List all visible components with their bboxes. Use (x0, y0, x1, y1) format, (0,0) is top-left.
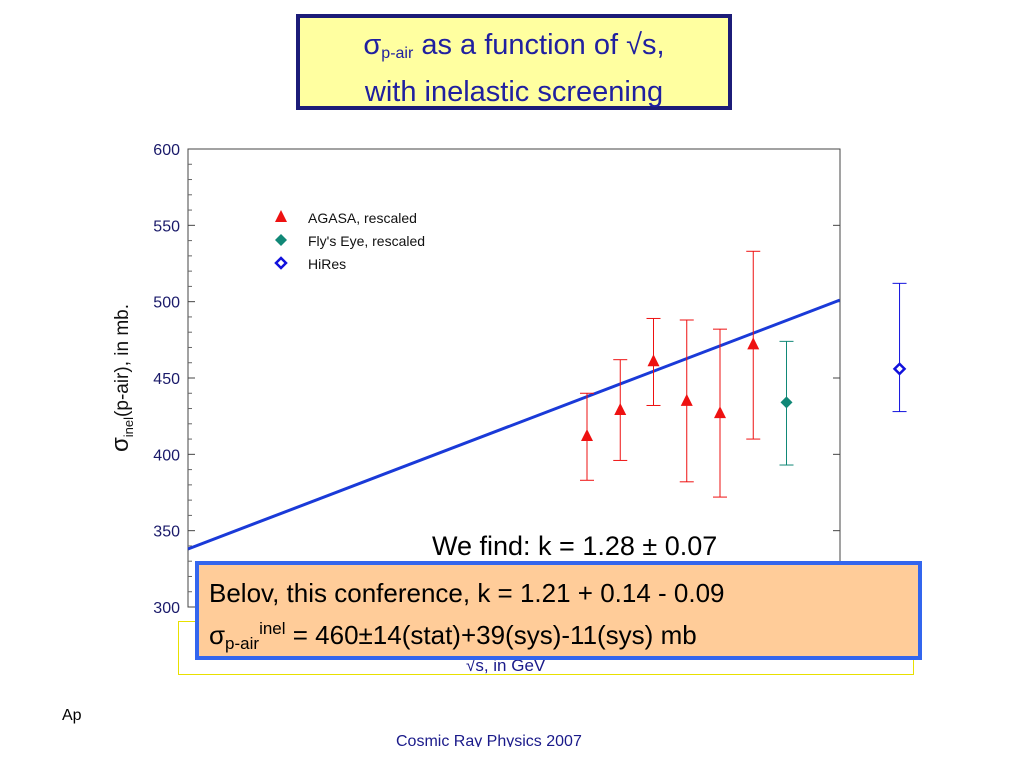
y-tick-label: 600 (153, 142, 180, 159)
belov-result-box: Belov, this conference, k = 1.21 + 0.14 … (195, 561, 922, 660)
belov-value-text: = 460±14(stat)+39(sys)-11(sys) mb (285, 620, 697, 650)
belov-line-1: Belov, this conference, k = 1.21 + 0.14 … (209, 578, 725, 608)
data-point (714, 406, 726, 419)
y-tick-label: 550 (153, 218, 180, 235)
x-axis-label: √s, in GeV (466, 656, 546, 675)
sqrt-symbol: √ (626, 29, 643, 61)
title-line-1: σp-air as a function of √s, (300, 26, 728, 73)
y-tick-label: 300 (153, 600, 180, 617)
y-tick-label: 450 (153, 371, 180, 388)
footer-left-text: Ap (62, 707, 82, 724)
data-point (780, 396, 793, 409)
belov-superscript: inel (259, 619, 286, 638)
belov-subscript: p-air (225, 634, 260, 653)
data-point (747, 337, 760, 350)
legend-marker (275, 234, 287, 246)
legend-marker (274, 256, 288, 270)
footer-conference-text: Cosmic Ray Physics 2007 (396, 733, 582, 747)
slide-title: σp-air as a function of √s, with inelast… (296, 14, 732, 110)
title-subscript: p-air (381, 45, 414, 62)
belov-sigma: σ (209, 620, 226, 650)
legend-label: AGASA, rescaled (308, 210, 417, 226)
y-tick-label: 400 (153, 447, 180, 464)
data-point (581, 429, 593, 442)
title-line-2: with inelastic screening (364, 76, 664, 108)
legend-marker (275, 210, 287, 222)
y-axis-label: σinel(p-air), in mb. (107, 304, 136, 452)
title-sigma: σ (363, 29, 382, 61)
fit-result-text: We find: k = 1.28 ± 0.07 (432, 531, 718, 561)
fit-line (187, 298, 841, 551)
legend-label: HiRes (308, 256, 346, 272)
legend-label: Fly's Eye, rescaled (308, 233, 425, 249)
data-point (892, 362, 907, 376)
data-point (680, 393, 693, 406)
data-point (614, 403, 627, 416)
y-tick-label: 500 (153, 295, 180, 312)
belov-line-2: σp-airinel = 460±14(stat)+39(sys)-11(sys… (209, 611, 918, 662)
y-tick-label: 350 (153, 524, 180, 541)
title-text: as a function of (413, 29, 627, 61)
data-point (647, 354, 660, 367)
title-text-end: s, (642, 29, 665, 61)
